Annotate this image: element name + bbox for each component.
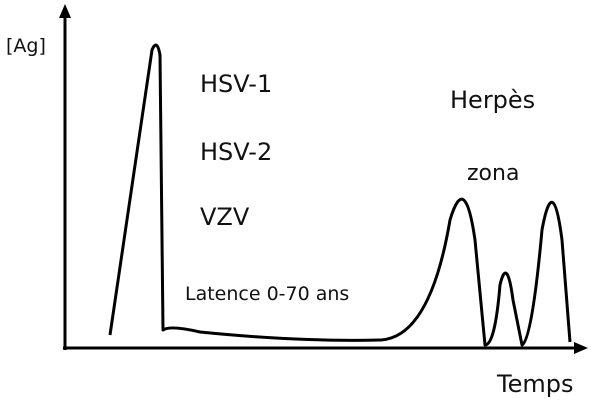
label-hsv1: HSV-1 (200, 70, 272, 98)
label-latency: Latence 0-70 ans (185, 283, 349, 305)
label-vzv: VZV (200, 203, 250, 231)
curve (108, 43, 572, 347)
x-axis-label: Temps (496, 370, 573, 398)
y-arrow (59, 4, 71, 18)
label-hsv2: HSV-2 (200, 138, 272, 166)
label-herpes: Herpès (450, 86, 535, 114)
x-arrow (574, 342, 588, 354)
label-zona: zona (467, 161, 519, 186)
y-axis-label: [Ag] (6, 35, 46, 57)
